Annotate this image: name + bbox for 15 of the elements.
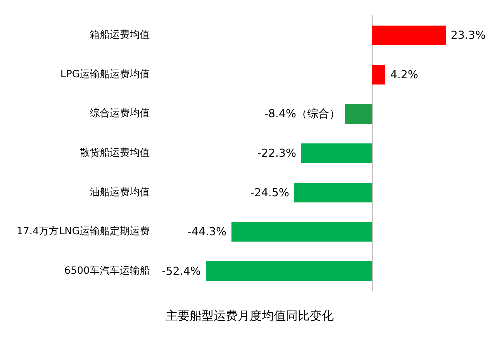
data-label: -52.4%	[162, 264, 201, 278]
data-label: 23.3%	[451, 29, 486, 42]
y-tick-label: 箱船运费均值	[90, 29, 150, 42]
y-tick-label: 油船运费均值	[90, 186, 150, 198]
text: 主要船型运费月度均值同比变化	[166, 309, 334, 323]
data-label: 4.2%	[390, 68, 418, 82]
data-label: -22.3%	[258, 147, 296, 160]
y-tick-label: 综合运费均值	[90, 108, 150, 120]
y-tick-label: LPG运输船运费均值	[60, 68, 150, 80]
data-label: -44.3%	[188, 226, 227, 239]
data-label: -8.4%（综合）	[264, 108, 340, 121]
y-tick-label: 17.4万方LNG运输船定期运费	[16, 226, 150, 238]
y-tick-label: 6500车汽车运输船	[64, 264, 150, 277]
y-tick-label: 散货船运费均值	[80, 147, 150, 159]
data-label: -24.5%	[250, 186, 290, 200]
